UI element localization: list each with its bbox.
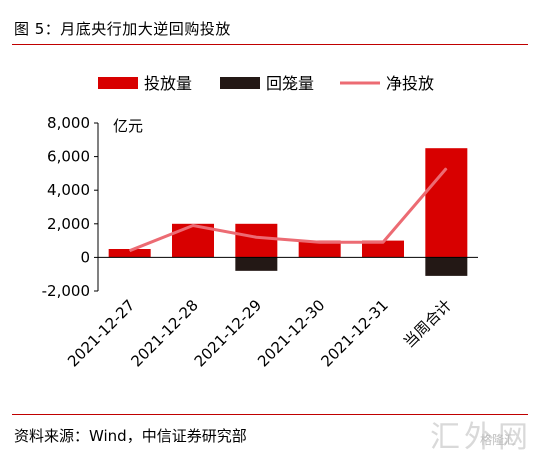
injection-bar — [362, 240, 404, 258]
net-injection-point — [445, 167, 447, 169]
footer-divider — [12, 414, 528, 415]
legend-swatch — [220, 77, 260, 89]
withdrawal-bar — [235, 257, 278, 271]
y-tick-label: 0 — [80, 248, 90, 266]
title-divider — [12, 44, 528, 45]
x-tick-label: 2021-12-28 — [127, 296, 201, 370]
legend-item: 净投放 — [340, 74, 434, 93]
x-axis: 2021-12-272021-12-282021-12-292021-12-30… — [64, 296, 455, 370]
x-tick-label: 2021-12-30 — [254, 296, 328, 370]
injection-bar — [235, 223, 278, 258]
net-injection-point — [382, 241, 384, 243]
x-tick-label: 2021-12-27 — [64, 296, 138, 370]
legend-swatch — [98, 77, 138, 89]
x-tick-label: 2021-12-31 — [317, 296, 391, 370]
y-axis: 8,000 6,000 4,000 2,000 0 -2,000 — [42, 114, 99, 300]
watermark-logo: 汇外网 — [430, 420, 532, 455]
net-injection-point — [192, 224, 194, 226]
legend-label: 回笼量 — [266, 74, 314, 93]
net-injection-point — [255, 236, 257, 238]
injection-bar — [425, 148, 468, 258]
watermark-sub-logo: 格隆汇 — [480, 433, 517, 447]
source-note: 资料来源：Wind，中信证券研究部 — [14, 427, 247, 445]
net-injection-point — [129, 250, 131, 252]
y-tick-label: 2,000 — [47, 215, 90, 233]
legend-item: 回笼量 — [220, 74, 314, 93]
y-tick-label: 8,000 — [47, 114, 90, 132]
y-tick-label: 6,000 — [47, 148, 90, 166]
y-tick-label: -2,000 — [42, 282, 90, 300]
legend-item: 投放量 — [98, 74, 192, 93]
injection-bar — [298, 240, 341, 258]
plot-area — [98, 148, 478, 276]
legend: 投放量 回笼量 净投放 — [98, 74, 434, 93]
chart-title: 图 5：月底央行加大逆回购投放 — [14, 20, 231, 38]
legend-label: 净投放 — [386, 74, 434, 93]
net-injection-point — [319, 241, 321, 243]
withdrawal-bar — [425, 257, 468, 276]
net-injection-line — [129, 167, 448, 253]
x-tick-label: 当周合计 — [400, 296, 455, 351]
injection-bar — [108, 249, 151, 258]
y-unit-label: 亿元 — [113, 117, 143, 135]
y-tick-label: 4,000 — [47, 181, 90, 199]
legend-label: 投放量 — [144, 74, 192, 93]
x-tick-label: 2021-12-29 — [191, 296, 265, 370]
